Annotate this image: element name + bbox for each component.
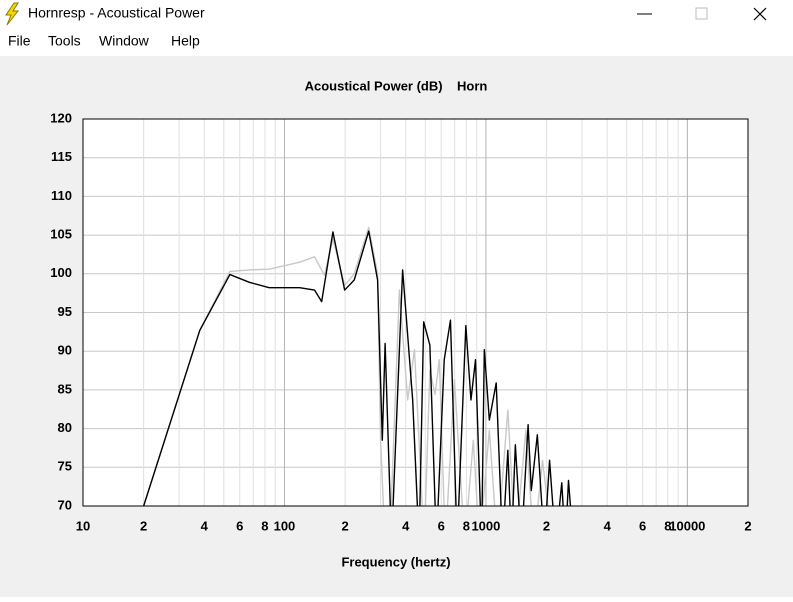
x-tick-label: 2	[341, 518, 348, 533]
app-icon	[5, 2, 20, 26]
plot-border	[82, 118, 749, 507]
y-tick-label: 115	[51, 149, 72, 164]
close-button[interactable]	[753, 7, 767, 21]
x-tick-label: 2	[140, 518, 147, 533]
y-tick-label: 70	[58, 497, 72, 512]
x-tick-label: 10	[76, 518, 90, 533]
chart-title: Acoustical Power (dB) Horn	[305, 78, 488, 93]
title-and-menu-bar	[0, 0, 793, 56]
y-tick-label: 110	[51, 188, 72, 203]
maximize-button[interactable]	[695, 7, 708, 20]
x-tick-label: 6	[639, 518, 646, 533]
window-title: Hornresp - Acoustical Power	[28, 5, 205, 21]
x-tick-label: 8	[463, 518, 470, 533]
x-tick-label: 8	[261, 518, 268, 533]
y-tick-label: 95	[58, 304, 72, 319]
y-tick-label: 90	[58, 343, 72, 358]
menu-item[interactable]: File	[8, 33, 31, 49]
y-tick-label: 80	[58, 420, 72, 435]
response-curve	[142, 230, 572, 506]
x-tick-label: 4	[604, 518, 612, 533]
x-tick-label: 6	[438, 518, 445, 533]
x-tick-label: 1000	[471, 518, 500, 533]
x-tick-label: 2	[543, 518, 550, 533]
x-tick-label: 4	[402, 518, 410, 533]
x-tick-label: 6	[236, 518, 243, 533]
y-tick-label: 75	[58, 459, 72, 474]
menu-item[interactable]: Window	[99, 33, 150, 49]
menu-item[interactable]: Help	[171, 33, 200, 49]
x-tick-label: 2	[744, 518, 751, 533]
y-tick-label: 100	[50, 265, 72, 280]
x-tick-label: 100	[274, 518, 296, 533]
y-tick-label: 105	[50, 227, 72, 242]
x-tick-label: 8	[664, 518, 671, 533]
y-tick-label: 85	[58, 381, 72, 396]
x-axis-label: Frequency (hertz)	[341, 554, 450, 569]
x-tick-label: 10000	[669, 518, 705, 533]
x-tick-label: 4	[201, 518, 209, 533]
menu-item[interactable]: Tools	[48, 33, 81, 49]
y-tick-label: 120	[50, 110, 72, 125]
